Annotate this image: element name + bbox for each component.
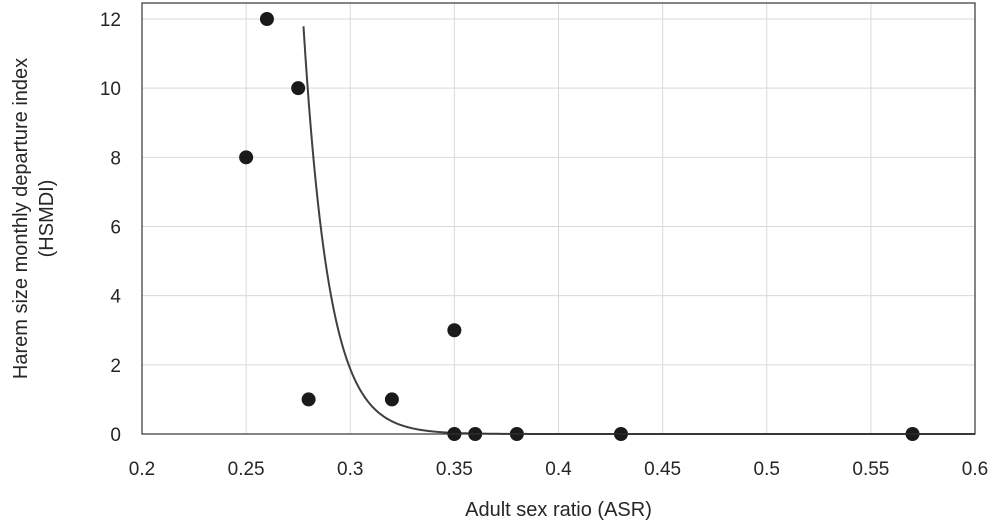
data-point (259, 12, 274, 26)
gridlines (142, 3, 975, 434)
y-tick-label: 6 (110, 218, 121, 239)
y-tick-label: 8 (110, 148, 121, 169)
x-tick-label: 0.3 (337, 459, 363, 480)
y-axis-title-line-1: Harem size monthly departure index (10, 58, 32, 379)
x-tick-label: 0.35 (436, 459, 473, 480)
y-tick-label: 2 (110, 356, 121, 377)
x-tick-label: 0.5 (754, 459, 780, 480)
x-tick-label: 0.4 (545, 459, 572, 480)
y-axis-title: Harem size monthly departure index (HSMD… (10, 58, 58, 379)
x-axis-ticks: 0.2 0.25 0.3 0.35 0.4 0.45 0.5 0.55 0.6 (129, 459, 988, 480)
data-point (447, 323, 462, 338)
x-axis-title: Adult sex ratio (ASR) (465, 499, 652, 521)
data-point (291, 81, 306, 96)
y-tick-label: 4 (110, 287, 121, 308)
x-tick-label: 0.25 (228, 459, 265, 480)
y-tick-label: 12 (100, 10, 121, 31)
data-point (384, 392, 399, 407)
x-tick-label: 0.45 (644, 459, 681, 480)
y-tick-label: 0 (110, 425, 121, 446)
y-axis-ticks: 0 2 4 6 8 10 12 (100, 10, 122, 446)
data-point (301, 392, 316, 407)
data-point (239, 150, 254, 165)
data-points (239, 12, 920, 441)
x-tick-label: 0.2 (129, 459, 155, 480)
trendline (302, 26, 975, 435)
x-tick-label: 0.55 (852, 459, 889, 480)
y-axis-title-line-2: (HSMDI) (36, 180, 58, 258)
y-tick-label: 10 (100, 79, 121, 100)
x-tick-label: 0.6 (962, 459, 988, 480)
plot-frame (141, 2, 976, 435)
